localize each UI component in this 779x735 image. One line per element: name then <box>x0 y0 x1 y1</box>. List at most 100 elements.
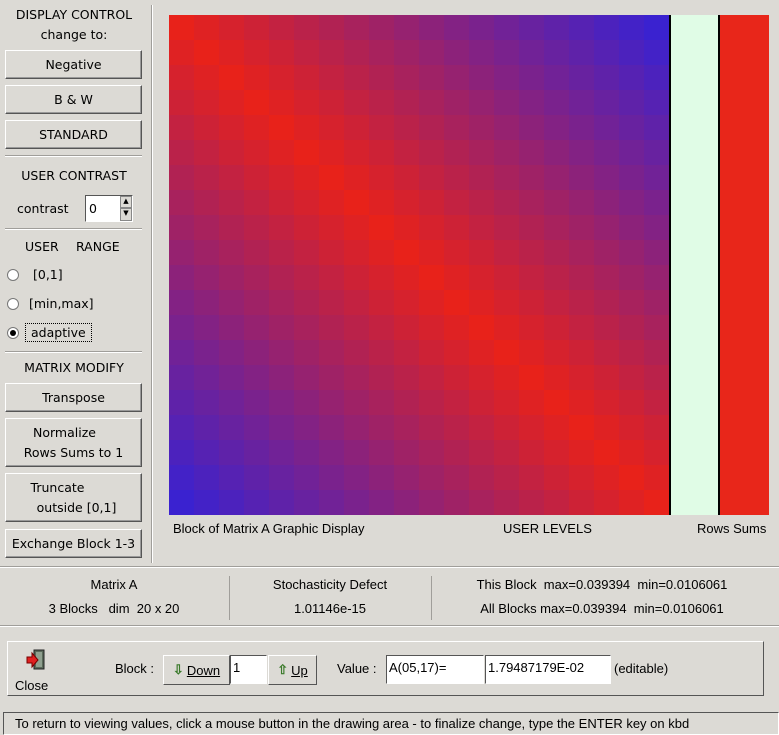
radio-label[interactable]: adaptive <box>25 323 92 342</box>
matrix-cell[interactable] <box>519 390 545 416</box>
matrix-cell[interactable] <box>444 90 470 116</box>
matrix-cell[interactable] <box>469 490 495 515</box>
matrix-cell[interactable] <box>219 140 245 166</box>
matrix-cell[interactable] <box>194 340 220 366</box>
matrix-cell[interactable] <box>519 440 545 466</box>
matrix-cell[interactable] <box>519 415 545 441</box>
matrix-cell[interactable] <box>494 265 520 291</box>
matrix-cell[interactable] <box>644 40 670 66</box>
matrix-cell[interactable] <box>394 440 420 466</box>
matrix-cell[interactable] <box>244 415 270 441</box>
matrix-cell[interactable] <box>319 90 345 116</box>
matrix-cell[interactable] <box>369 490 395 515</box>
matrix-cell[interactable] <box>169 65 195 91</box>
matrix-cell[interactable] <box>269 365 295 391</box>
matrix-cell[interactable] <box>194 315 220 341</box>
matrix-cell[interactable] <box>594 215 620 241</box>
matrix-cell[interactable] <box>469 190 495 216</box>
matrix-cell[interactable] <box>444 415 470 441</box>
matrix-cell[interactable] <box>569 365 595 391</box>
matrix-cell[interactable] <box>344 240 370 266</box>
contrast-value[interactable]: 0 <box>89 201 97 216</box>
matrix-cell[interactable] <box>544 40 570 66</box>
radio-label[interactable]: [0,1] <box>33 267 63 282</box>
matrix-cell[interactable] <box>244 15 270 41</box>
matrix-cell[interactable] <box>419 165 445 191</box>
matrix-cell[interactable] <box>494 415 520 441</box>
matrix-cell[interactable] <box>219 415 245 441</box>
standard-button[interactable]: STANDARD <box>5 120 142 149</box>
matrix-cell[interactable] <box>394 240 420 266</box>
matrix-cell[interactable] <box>269 65 295 91</box>
matrix-cell[interactable] <box>544 415 570 441</box>
matrix-cell[interactable] <box>469 215 495 241</box>
matrix-cell[interactable] <box>494 465 520 491</box>
matrix-cell[interactable] <box>319 65 345 91</box>
matrix-cell[interactable] <box>619 215 645 241</box>
matrix-cell[interactable] <box>419 115 445 141</box>
matrix-cell[interactable] <box>569 190 595 216</box>
matrix-cell[interactable] <box>394 315 420 341</box>
matrix-cell[interactable] <box>619 340 645 366</box>
matrix-cell[interactable] <box>244 290 270 316</box>
matrix-cell[interactable] <box>619 265 645 291</box>
block-up-button[interactable]: ⇧ Up <box>268 655 317 685</box>
bw-button[interactable]: B & W <box>5 85 142 114</box>
matrix-cell[interactable] <box>244 240 270 266</box>
matrix-cell[interactable] <box>594 365 620 391</box>
matrix-cell[interactable] <box>444 115 470 141</box>
spin-down-icon[interactable]: ▼ <box>120 208 132 221</box>
matrix-cell[interactable] <box>594 315 620 341</box>
matrix-cell[interactable] <box>394 115 420 141</box>
matrix-cell[interactable] <box>194 290 220 316</box>
matrix-cell[interactable] <box>269 315 295 341</box>
matrix-cell[interactable] <box>294 165 320 191</box>
matrix-cell[interactable] <box>219 465 245 491</box>
matrix-cell[interactable] <box>219 190 245 216</box>
matrix-cell[interactable] <box>219 440 245 466</box>
matrix-cell[interactable] <box>544 265 570 291</box>
matrix-cell[interactable] <box>244 115 270 141</box>
matrix-cell[interactable] <box>269 15 295 41</box>
matrix-cell[interactable] <box>644 140 670 166</box>
matrix-cell[interactable] <box>344 140 370 166</box>
matrix-cell[interactable] <box>244 140 270 166</box>
matrix-cell[interactable] <box>369 90 395 116</box>
matrix-cell[interactable] <box>594 290 620 316</box>
matrix-cell[interactable] <box>269 40 295 66</box>
matrix-cell[interactable] <box>519 165 545 191</box>
matrix-cell[interactable] <box>344 365 370 391</box>
matrix-cell[interactable] <box>319 290 345 316</box>
matrix-cell[interactable] <box>419 140 445 166</box>
matrix-cell[interactable] <box>419 290 445 316</box>
matrix-cell[interactable] <box>269 140 295 166</box>
matrix-cell[interactable] <box>544 165 570 191</box>
matrix-cell[interactable] <box>519 290 545 316</box>
matrix-cell[interactable] <box>644 340 670 366</box>
matrix-cell[interactable] <box>294 290 320 316</box>
matrix-cell[interactable] <box>244 265 270 291</box>
matrix-cell[interactable] <box>619 315 645 341</box>
matrix-cell[interactable] <box>494 340 520 366</box>
matrix-cell[interactable] <box>169 390 195 416</box>
matrix-cell[interactable] <box>569 490 595 515</box>
matrix-cell[interactable] <box>594 140 620 166</box>
matrix-cell[interactable] <box>469 340 495 366</box>
matrix-cell[interactable] <box>169 240 195 266</box>
matrix-cell[interactable] <box>469 140 495 166</box>
matrix-cell[interactable] <box>644 90 670 116</box>
matrix-cell[interactable] <box>644 165 670 191</box>
matrix-cell[interactable] <box>444 65 470 91</box>
matrix-cell[interactable] <box>494 65 520 91</box>
matrix-cell[interactable] <box>419 415 445 441</box>
matrix-cell[interactable] <box>169 290 195 316</box>
matrix-cell[interactable] <box>169 115 195 141</box>
matrix-cell[interactable] <box>519 115 545 141</box>
matrix-cell[interactable] <box>444 265 470 291</box>
matrix-cell[interactable] <box>644 415 670 441</box>
matrix-cell[interactable] <box>594 465 620 491</box>
matrix-cell[interactable] <box>219 115 245 141</box>
matrix-cell[interactable] <box>369 265 395 291</box>
matrix-cell[interactable] <box>269 490 295 515</box>
matrix-cell[interactable] <box>394 165 420 191</box>
